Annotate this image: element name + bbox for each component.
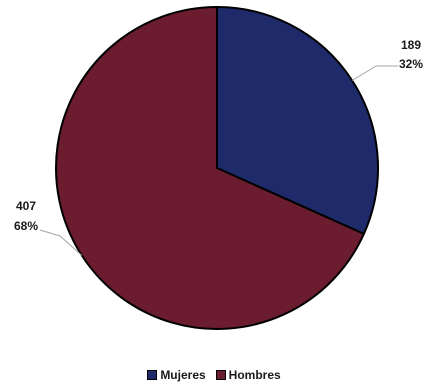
legend-label-mujeres: Mujeres	[160, 368, 206, 382]
legend-label-hombres: Hombres	[228, 368, 281, 382]
leader-line-mujeres	[351, 65, 398, 81]
leader-lines	[39, 65, 398, 256]
pie-slices	[55, 6, 379, 330]
legend-item-hombres: Hombres	[215, 368, 281, 382]
data-label-mujeres-value: 189	[401, 38, 421, 52]
data-label-hombres-value: 407	[16, 199, 36, 213]
legend-swatch-mujeres	[147, 370, 158, 380]
leader-line-hombres	[39, 229, 83, 256]
data-label-hombres-percent: 68%	[14, 219, 38, 233]
data-label-mujeres-percent: 32%	[399, 57, 423, 71]
pie-slice-mujeres	[216, 6, 379, 235]
legend-swatch-hombres	[215, 370, 226, 380]
legend-item-mujeres: Mujeres	[147, 368, 206, 382]
chart-legend: Mujeres Hombres	[0, 368, 428, 382]
